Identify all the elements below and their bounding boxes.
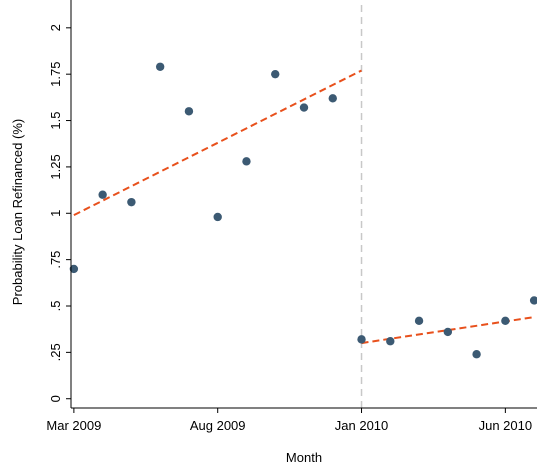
data-point	[69, 264, 79, 274]
y-tick-label: .75	[48, 251, 63, 269]
data-point	[155, 62, 165, 71]
axes-layer: 0 .25 .5 .75 1 1.25 1.5 1.75 2 Mar 2009 Aug 2009 Ja…	[46, 0, 537, 433]
data-points-layer	[69, 62, 537, 359]
y-tick-label: 1	[48, 210, 63, 217]
data-point	[501, 316, 510, 326]
data-point	[357, 335, 366, 344]
y-tick-label: .25	[48, 343, 63, 361]
y-tick-label: 1.25	[48, 154, 63, 179]
fit-line	[73, 69, 362, 217]
data-point	[386, 337, 395, 346]
data-point	[98, 190, 107, 199]
data-point	[242, 157, 251, 166]
data-point	[472, 350, 481, 359]
data-point	[299, 103, 309, 112]
x-axis-title: Month	[286, 450, 322, 465]
data-point	[271, 69, 280, 79]
data-point	[127, 197, 136, 207]
x-tick-label: Mar 2009	[46, 418, 101, 433]
data-point	[414, 316, 424, 326]
y-tick-label: 0	[48, 395, 63, 402]
data-point	[213, 212, 222, 222]
x-tick-label: Aug 2009	[190, 418, 246, 433]
y-tick-label: 1.5	[48, 112, 63, 130]
data-point	[328, 94, 337, 103]
y-tick-label: .5	[48, 301, 63, 312]
y-axis-title: Probability Loan Refinanced (%)	[10, 119, 25, 305]
x-tick-label: Jan 2010	[335, 418, 389, 433]
y-tick-label: 1.75	[48, 62, 63, 87]
y-tick-label: 2	[48, 24, 63, 31]
data-point	[443, 327, 453, 337]
data-point	[184, 107, 194, 116]
data-point	[529, 296, 537, 305]
x-tick-label: Jun 2010	[479, 418, 533, 433]
